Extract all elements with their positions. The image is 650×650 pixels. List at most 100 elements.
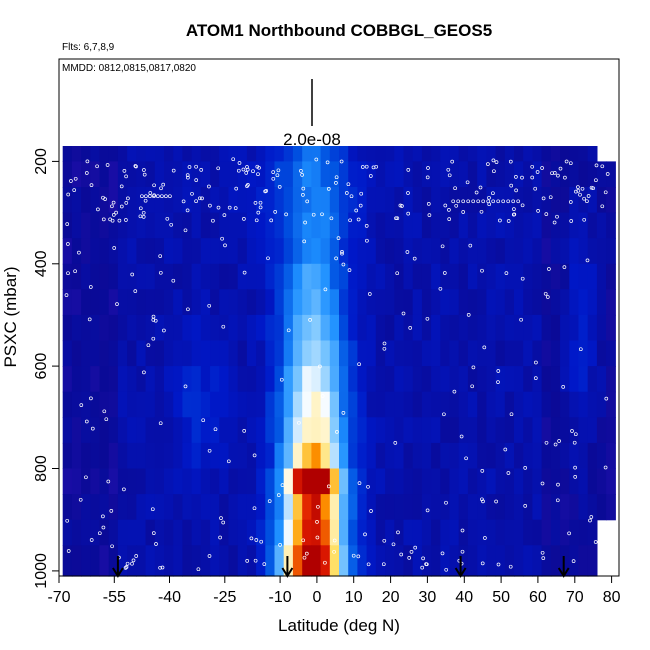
- data-point: [284, 212, 288, 217]
- flight-marker-arrow-head: [557, 567, 570, 578]
- data-point: [603, 465, 608, 470]
- heatmap-cell: [71, 314, 82, 342]
- heatmap-cell: [274, 391, 285, 418]
- heatmap-cell: [596, 442, 607, 470]
- heatmap-cell: [366, 238, 377, 265]
- heatmap-cell: [136, 417, 147, 444]
- heatmap-cell: [504, 289, 515, 316]
- heatmap-cell: [320, 187, 331, 214]
- heatmap-cell: [164, 161, 174, 188]
- heatmap-cell: [292, 340, 303, 367]
- scale-bar-label: 2.0e-08: [283, 130, 341, 149]
- data-point: [541, 556, 546, 560]
- heatmap-cell: [339, 314, 349, 342]
- x-tick-label: 80: [603, 589, 621, 606]
- data-point: [444, 567, 449, 572]
- heatmap-cell: [596, 391, 607, 418]
- heatmap-cell: [348, 391, 358, 418]
- heatmap-cell: [200, 468, 211, 495]
- heatmap-cell: [339, 340, 349, 367]
- heatmap-cell: [274, 238, 285, 265]
- heatmap-cell: [302, 161, 312, 188]
- heatmap-cell: [578, 545, 589, 577]
- heatmap-cell: [200, 545, 211, 577]
- heatmap-cell: [71, 366, 82, 393]
- heatmap-cell: [458, 417, 469, 444]
- heatmap-cell: [164, 212, 174, 239]
- data-point: [152, 183, 156, 188]
- heatmap-cell: [182, 494, 193, 521]
- data-point: [533, 376, 538, 380]
- data-point: [286, 328, 291, 333]
- heatmap-cell: [145, 289, 156, 316]
- heatmap-cell: [108, 238, 119, 265]
- heatmap-cell: [339, 545, 349, 577]
- data-point: [219, 516, 223, 520]
- heatmap-cell: [606, 161, 616, 188]
- data-point: [66, 549, 71, 553]
- heatmap-cell: [173, 545, 183, 577]
- data-point: [253, 201, 258, 205]
- heatmap-cell: [403, 146, 414, 162]
- heatmap-cell: [541, 468, 552, 495]
- heatmap-cell: [339, 366, 349, 393]
- heatmap-cell: [357, 494, 368, 521]
- heatmap-cell: [541, 187, 552, 214]
- data-point: [366, 562, 371, 567]
- heatmap-cell: [173, 263, 183, 290]
- data-point: [440, 551, 445, 556]
- data-point: [138, 206, 143, 211]
- heatmap-cell: [164, 468, 174, 495]
- heatmap-cell: [127, 417, 137, 444]
- heatmap-cell: [274, 519, 285, 546]
- heatmap-cell: [578, 494, 589, 521]
- heatmap-cell: [541, 289, 552, 316]
- heatmap-cell: [164, 545, 174, 577]
- data-point: [109, 509, 114, 513]
- heatmap-cell: [320, 289, 331, 316]
- heatmap-cell: [385, 161, 395, 188]
- heatmap-cell: [606, 442, 616, 470]
- data-point: [316, 504, 320, 509]
- heatmap-cell: [541, 366, 552, 393]
- heatmap-cell: [523, 314, 533, 342]
- data-point: [323, 287, 328, 292]
- heatmap-cell: [587, 212, 598, 239]
- heatmap-cell: [219, 340, 230, 367]
- heatmap-cell: [421, 519, 432, 546]
- heatmap-cell: [117, 545, 128, 577]
- heatmap-cell: [431, 238, 441, 265]
- heatmap-cell: [467, 494, 478, 521]
- data-point: [465, 180, 470, 185]
- heatmap-cell: [394, 187, 405, 214]
- heatmap-cell: [62, 366, 73, 393]
- heatmap-cell: [71, 494, 82, 521]
- heatmap-cell: [578, 519, 589, 546]
- heatmap-cell: [145, 263, 156, 290]
- heatmap-cell: [403, 468, 414, 495]
- heatmap-cell: [320, 212, 331, 239]
- heatmap-cell: [504, 146, 515, 162]
- heatmap-cell: [117, 442, 128, 470]
- heatmap-cell: [62, 314, 73, 342]
- heatmap-cell: [523, 289, 533, 316]
- heatmap-cell: [587, 146, 598, 162]
- data-point: [84, 419, 89, 424]
- heatmap-cell: [357, 314, 368, 342]
- heatmap-cell: [292, 494, 303, 521]
- heatmap-cell: [117, 289, 128, 316]
- data-point: [124, 218, 128, 222]
- heatmap-cell: [246, 494, 257, 521]
- heatmap-cell: [412, 442, 423, 470]
- data-point: [425, 175, 430, 180]
- heatmap-cell: [357, 146, 368, 162]
- heatmap-cell: [421, 212, 432, 239]
- data-point: [279, 377, 284, 382]
- heatmap-cell: [375, 146, 386, 162]
- data-point: [535, 170, 540, 174]
- data-point: [161, 182, 166, 187]
- heatmap-cell: [127, 289, 137, 316]
- heatmap-cell: [283, 187, 294, 214]
- heatmap-cell: [154, 519, 165, 546]
- heatmap-cell: [127, 519, 137, 546]
